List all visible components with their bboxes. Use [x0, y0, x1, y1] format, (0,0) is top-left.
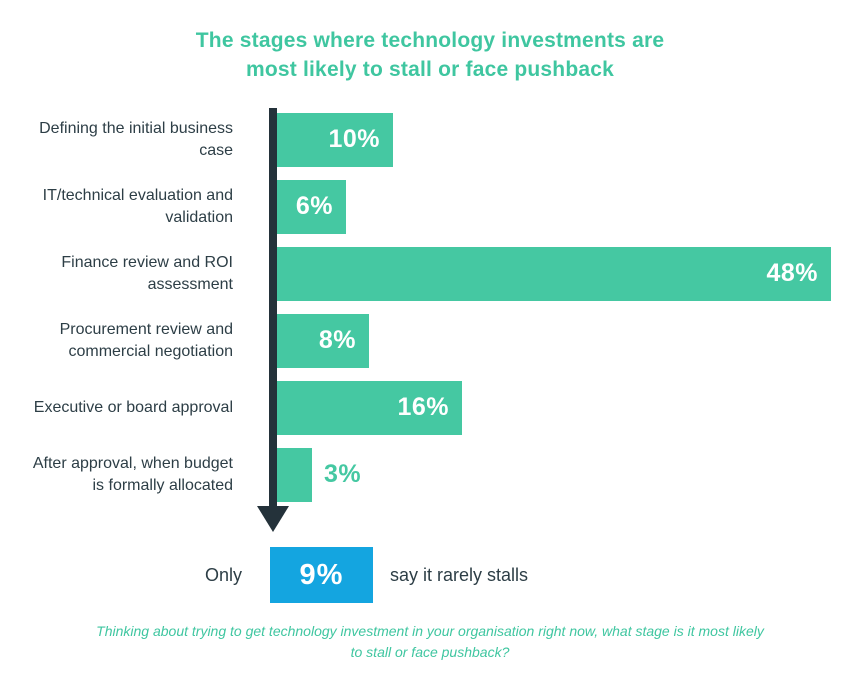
bar-value-label: 16%	[397, 393, 449, 421]
bar: 6%	[277, 179, 346, 234]
bar-track: 10%	[277, 112, 393, 167]
bar-row: IT/technical evaluation and validation 6…	[0, 173, 860, 240]
bar: 48%	[277, 246, 831, 301]
bar: 8%	[277, 313, 369, 368]
axis-line	[269, 108, 277, 506]
summary-prefix: Only	[205, 564, 243, 585]
bar-track: 3%	[277, 447, 362, 502]
bar-track: 6%	[277, 179, 346, 234]
bar-row: Finance review and ROI assessment 48%	[0, 240, 860, 307]
category-label: After approval, when budget is formally …	[32, 454, 233, 494]
bar-row: Defining the initial business case 10%	[0, 106, 860, 173]
bar-chart: Defining the initial business case 10% I…	[0, 106, 860, 536]
summary-value: 9%	[299, 558, 344, 591]
survey-question-footnote: Thinking about trying to get technology …	[96, 623, 764, 660]
category-label: IT/technical evaluation and validation	[42, 186, 233, 226]
bar-track: 8%	[277, 313, 369, 368]
bar-value-label: 8%	[318, 326, 356, 354]
bar-value-label-outside: 3%	[324, 460, 362, 488]
bar-row: Executive or board approval 16%	[0, 374, 860, 441]
summary-row: Only 9% say it rarely stalls	[205, 547, 528, 603]
bar-track: 48%	[277, 246, 831, 301]
category-label: Finance review and ROI assessment	[61, 253, 233, 293]
bar-value-label: 10%	[328, 125, 380, 153]
bar-track: 16%	[277, 380, 462, 435]
bar-row: Procurement review and commercial negoti…	[0, 307, 860, 374]
bar-value-label: 6%	[295, 192, 333, 220]
summary-suffix: say it rarely stalls	[390, 564, 529, 585]
axis-arrowhead-icon	[257, 506, 289, 532]
category-label: Procurement review and commercial negoti…	[59, 320, 233, 360]
category-label: Defining the initial business case	[39, 119, 233, 159]
summary-value-box: 9%	[270, 547, 374, 603]
bar-row: After approval, when budget is formally …	[0, 441, 860, 508]
bar-value-label: 48%	[766, 259, 818, 287]
bar-rows: Defining the initial business case 10% I…	[0, 106, 860, 536]
bar: 10%	[277, 112, 393, 167]
chart-title: The stages where technology investments …	[195, 29, 665, 81]
bar	[277, 447, 312, 502]
category-label: Executive or board approval	[33, 398, 233, 416]
bar: 16%	[277, 380, 462, 435]
